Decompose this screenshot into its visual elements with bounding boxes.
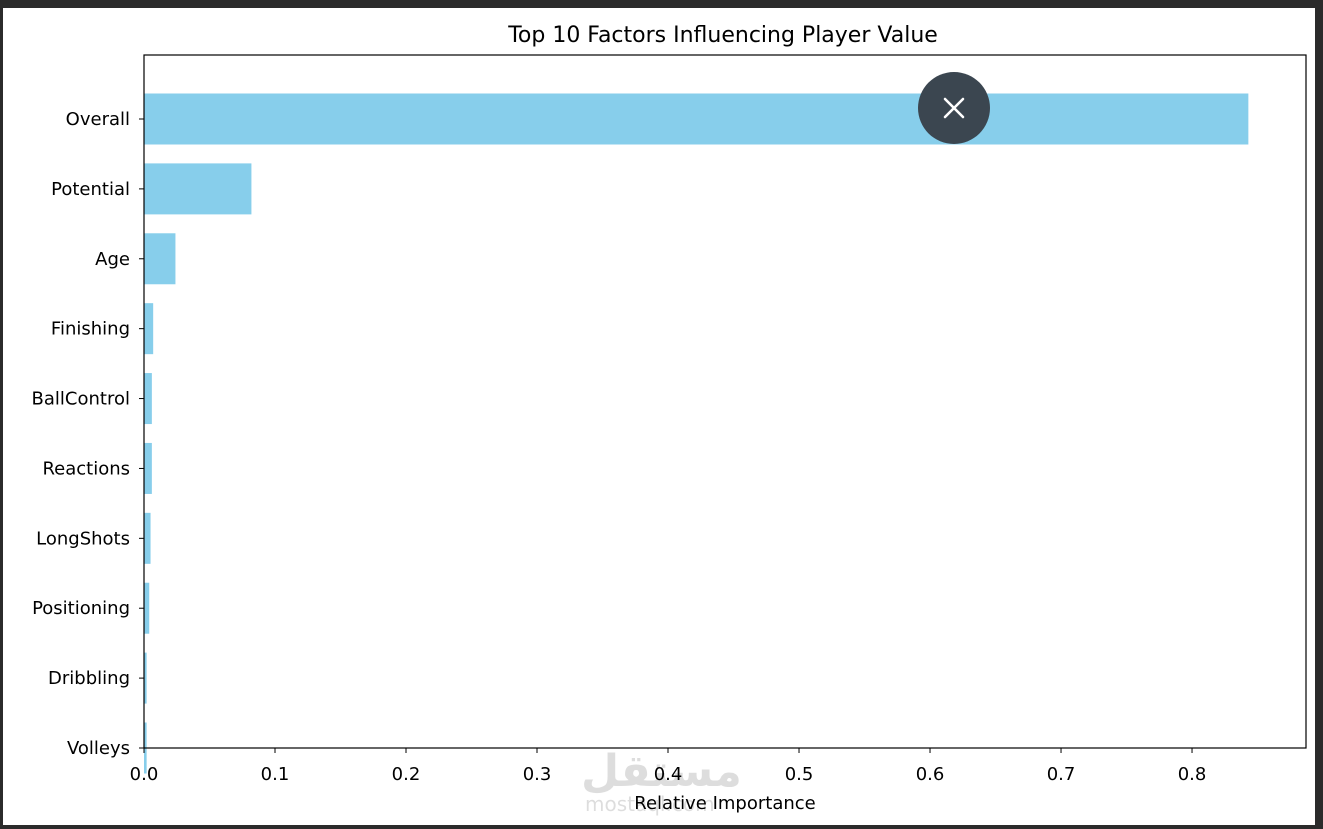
close-icon <box>942 96 966 120</box>
x-axis-label: Relative Importance <box>634 793 815 814</box>
x-tick-label: 0.8 <box>1178 764 1207 785</box>
y-tick-label: Finishing <box>51 319 130 340</box>
y-tick-label: Reactions <box>42 458 130 479</box>
y-tick-label: BallControl <box>32 389 130 410</box>
bar-finishing <box>144 303 154 355</box>
x-tick-label: 0.2 <box>392 764 421 785</box>
plot-frame <box>143 54 1307 749</box>
chart-frame: Top 10 Factors Influencing Player Value … <box>0 8 1319 825</box>
x-tick-label: 0.4 <box>654 764 683 785</box>
bar-overall <box>144 93 1249 145</box>
bar-potential <box>144 163 252 215</box>
x-tick-label: 0.5 <box>785 764 814 785</box>
x-tick-label: 0.6 <box>916 764 945 785</box>
y-tick-label: Volleys <box>67 738 130 759</box>
y-tick-label: Dribbling <box>48 668 130 689</box>
y-tick-label: LongShots <box>36 528 130 549</box>
x-tick-label: 0.7 <box>1047 764 1076 785</box>
bar-longshots <box>144 512 151 564</box>
x-tick-label: 0.3 <box>523 764 552 785</box>
x-tick-label: 0.1 <box>261 764 290 785</box>
x-tick-label: 0.0 <box>130 764 159 785</box>
bar-age <box>144 233 176 285</box>
bar-chart: Top 10 Factors Influencing Player Value … <box>32 23 1307 814</box>
y-tick-label: Positioning <box>32 598 130 619</box>
chart-title: Top 10 Factors Influencing Player Value <box>507 23 938 48</box>
y-tick-label: Age <box>95 249 130 270</box>
bar-positioning <box>144 582 150 634</box>
y-tick-label: Overall <box>66 109 130 130</box>
bar-ballcontrol <box>144 373 152 425</box>
bar-dribbling <box>144 652 147 704</box>
close-button[interactable] <box>918 72 990 144</box>
bar-reactions <box>144 442 152 494</box>
y-tick-label: Potential <box>51 179 130 200</box>
